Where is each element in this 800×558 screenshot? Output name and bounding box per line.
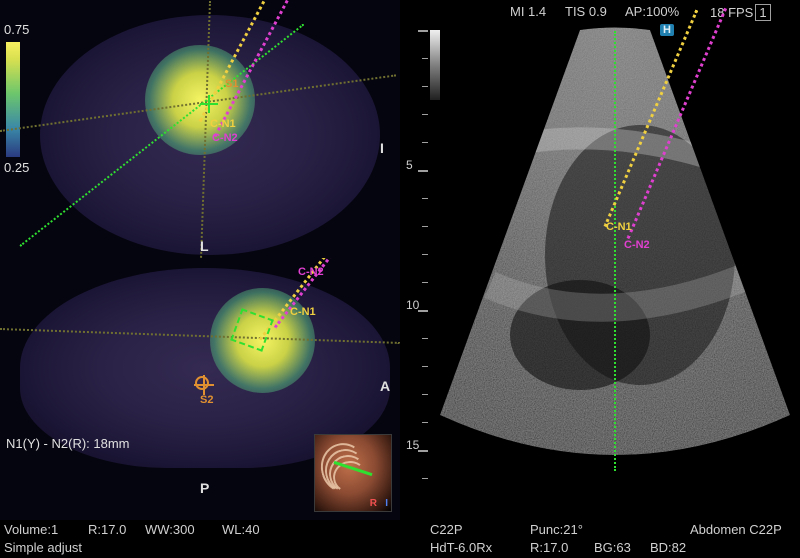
ct-view-axial[interactable]: 0.75 0.25 S1 C-N1 C-N2 I L (0, 0, 400, 258)
ct-r-label: R:17.0 (88, 522, 126, 537)
volume-label: Volume:1 (4, 522, 58, 537)
depth-5: 5 (406, 158, 413, 172)
us-mi-label: MI 1.4 (510, 4, 546, 19)
centerline (614, 31, 616, 471)
ultrasound-image[interactable]: C-N1 C-N2 (430, 25, 800, 485)
axis-i-label: I (385, 498, 388, 509)
target-crosshair (200, 95, 218, 113)
marker-s1-label: S1 (225, 78, 238, 90)
needle-n2-label: C-N2 (624, 239, 650, 251)
axis-r-label: R (370, 498, 377, 509)
needle-n1-label: C-N1 (210, 118, 236, 130)
marker-s2-icon (195, 376, 209, 390)
simple-adjust-label[interactable]: Simple adjust (4, 540, 82, 555)
status-bar: Volume:1 R:17.0 WW:300 WL:40 Simple adju… (0, 520, 800, 558)
ct-ww-label: WW:300 (145, 522, 195, 537)
orientation-a: A (380, 378, 390, 394)
us-tis-label: TIS 0.9 (565, 4, 607, 19)
us-ap-label: AP:100% (625, 4, 679, 19)
hdt-label: HdT-6.0Rx (430, 540, 492, 555)
us-r-label: R:17.0 (530, 540, 568, 555)
ct-panel: 0.75 0.25 S1 C-N1 C-N2 I L C-N2 C-N1 S2 … (0, 0, 400, 520)
pet-colorbar (6, 42, 20, 157)
orientation-l: L (200, 238, 209, 254)
probe-label: C22P (430, 522, 463, 537)
needle-n1-label: C-N1 (290, 306, 316, 318)
needle-n1-label: C-N1 (606, 221, 632, 233)
depth-scale: 5 10 15 (404, 30, 430, 480)
volume-3d-thumbnail[interactable]: R I (314, 434, 392, 512)
preset-label: Abdomen C22P (690, 522, 782, 537)
colorbar-low-label: 0.25 (4, 160, 29, 175)
punc-label: Punc:21° (530, 522, 583, 537)
marker-s2-label: S2 (200, 394, 213, 406)
colorbar-high-label: 0.75 (4, 22, 29, 37)
needle-n2-label: C-N2 (298, 266, 324, 278)
bg-label: BG:63 (594, 540, 631, 555)
orientation-p: P (200, 480, 209, 496)
ultrasound-panel: MI 1.4 TIS 0.9 AP:100% 18 FPS1 H 5 10 15 (400, 0, 800, 520)
ct-wl-label: WL:40 (222, 522, 260, 537)
needle-n2-label: C-N2 (212, 132, 238, 144)
ct-view-coronal[interactable]: C-N2 C-N1 S2 A P N1(Y) - N2(R): 18mm R I (0, 258, 400, 520)
distance-readout: N1(Y) - N2(R): 18mm (6, 436, 130, 451)
bd-label: BD:82 (650, 540, 686, 555)
orientation-i: I (380, 140, 384, 156)
